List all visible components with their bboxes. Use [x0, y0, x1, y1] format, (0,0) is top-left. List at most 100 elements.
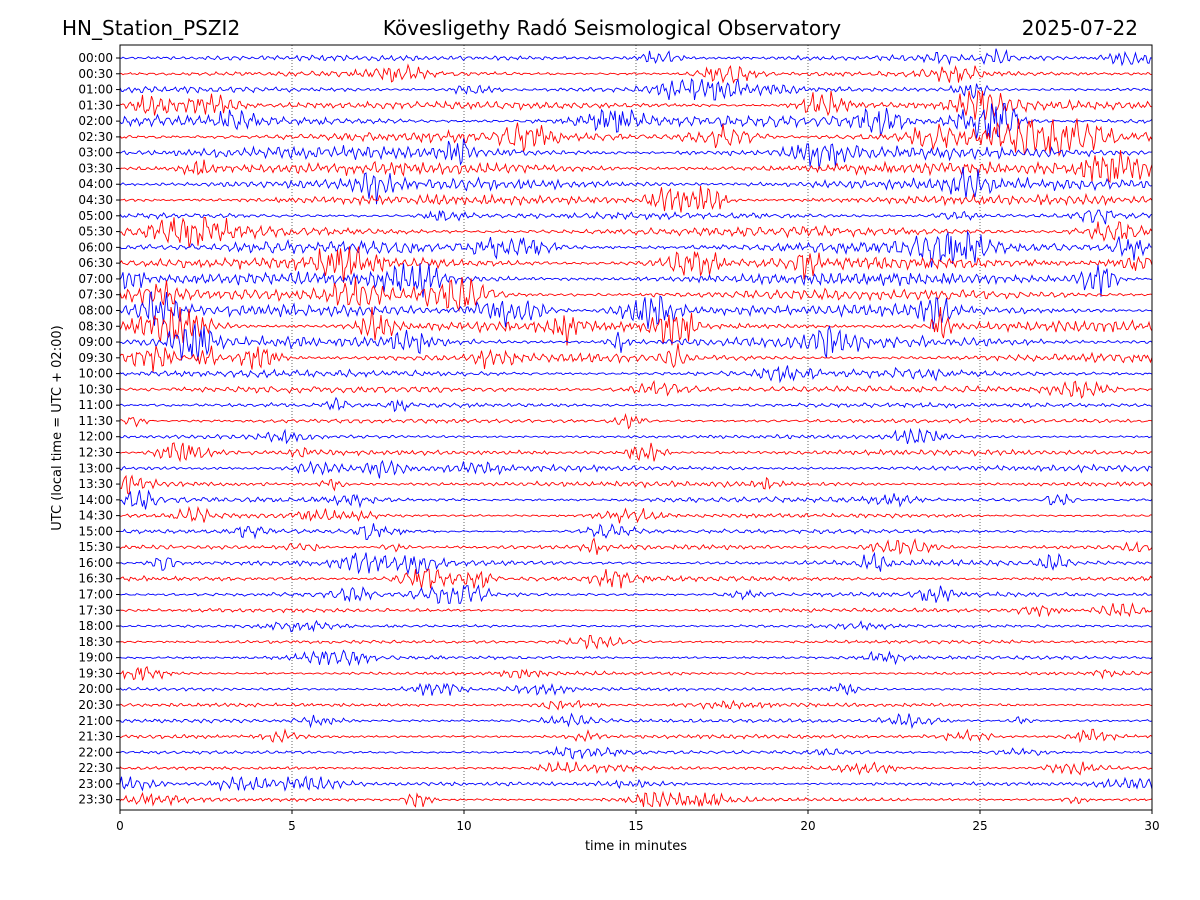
x-tick-label: 15	[628, 819, 643, 833]
trace-row-1700	[119, 584, 1153, 605]
y-tick-label: 02:30	[78, 130, 113, 144]
y-tick-label: 14:00	[78, 493, 113, 507]
trace-row-0200	[119, 103, 1153, 139]
y-tick-label: 16:30	[78, 572, 113, 586]
y-tick-label: 11:00	[78, 398, 113, 412]
y-tick-label: 10:00	[78, 367, 113, 381]
x-tick-label: 20	[800, 819, 815, 833]
trace-row-1830	[119, 635, 1153, 650]
trace-row-2330	[119, 790, 1153, 808]
chart-title: Kövesligethy Radó Seismological Observat…	[383, 16, 841, 40]
trace-row-2300	[119, 775, 1153, 792]
trace-row-2000	[119, 682, 1153, 696]
trace-row-2100	[119, 712, 1153, 730]
y-axis-label: UTC (local time = UTC + 02:00)	[50, 325, 65, 530]
trace-row-1030	[119, 380, 1153, 399]
seismic-traces	[119, 48, 1153, 808]
trace-row-1300	[119, 459, 1153, 479]
trace-row-0230	[119, 118, 1153, 157]
trace-row-0700	[119, 263, 1153, 298]
x-axis-label: time in minutes	[585, 839, 687, 854]
trace-row-1400	[119, 489, 1153, 510]
y-tick-label: 22:00	[78, 745, 113, 759]
y-tick-label: 05:00	[78, 209, 113, 223]
trace-row-0330	[119, 150, 1153, 184]
y-tick-label: 01:00	[78, 83, 113, 97]
trace-row-1500	[119, 523, 1153, 540]
trace-row-0430	[119, 185, 1153, 213]
trace-row-0530	[119, 216, 1153, 248]
trace-row-0730	[119, 277, 1153, 313]
x-tick-label: 5	[288, 819, 296, 833]
y-tick-label: 13:30	[78, 477, 113, 491]
y-tick-label: 20:30	[78, 698, 113, 712]
y-tick-label: 03:30	[78, 161, 113, 175]
trace-row-1000	[119, 365, 1153, 384]
trace-row-0630	[119, 246, 1153, 284]
x-tick-label: 25	[972, 819, 987, 833]
trace-row-0130	[119, 89, 1153, 120]
y-tick-label: 12:30	[78, 446, 113, 460]
y-tick-label: 17:00	[78, 588, 113, 602]
trace-row-1800	[119, 619, 1153, 633]
trace-row-0930	[119, 343, 1153, 373]
grid-lines	[291, 45, 981, 810]
trace-row-1100	[119, 396, 1153, 413]
trace-row-0830	[119, 306, 1153, 346]
y-tick-label: 00:30	[78, 67, 113, 81]
y-tick-label: 23:30	[78, 793, 113, 807]
trace-row-1930	[119, 665, 1153, 681]
trace-row-2200	[119, 745, 1153, 760]
date-label: 2025-07-22	[1022, 16, 1138, 40]
y-tick-label: 10:30	[78, 382, 113, 396]
y-tick-label: 19:00	[78, 651, 113, 665]
trace-row-1330	[119, 474, 1153, 496]
trace-row-0300	[119, 138, 1153, 170]
trace-row-1600	[119, 551, 1153, 576]
y-tick-label: 07:30	[78, 288, 113, 302]
trace-row-1430	[119, 505, 1153, 524]
y-tick-label: 04:00	[78, 177, 113, 191]
y-tick-label: 05:30	[78, 225, 113, 239]
trace-row-0900	[119, 323, 1153, 361]
y-tick-label: 09:30	[78, 351, 113, 365]
trace-row-0100	[119, 78, 1153, 101]
trace-row-0500	[119, 209, 1153, 225]
y-tick-label: 21:30	[78, 730, 113, 744]
x-tick-label: 0	[116, 819, 124, 833]
y-tick-label: 01:30	[78, 98, 113, 112]
y-tick-label: 16:00	[78, 556, 113, 570]
trace-row-1900	[119, 649, 1153, 667]
y-tick-label: 18:30	[78, 635, 113, 649]
trace-row-0030	[119, 63, 1153, 84]
y-tick-label: 11:30	[78, 414, 113, 428]
trace-row-1130	[119, 412, 1153, 430]
trace-row-0400	[119, 167, 1153, 205]
y-tick-label: 15:00	[78, 524, 113, 538]
trace-row-1230	[119, 442, 1153, 463]
y-tick-label: 21:00	[78, 714, 113, 728]
y-tick-label: 02:00	[78, 114, 113, 128]
trace-row-0800	[119, 291, 1153, 329]
trace-row-0600	[119, 230, 1153, 268]
y-tick-label: 07:00	[78, 272, 113, 286]
y-tick-label: 13:00	[78, 461, 113, 475]
trace-row-1730	[119, 602, 1153, 618]
y-tick-label: 22:30	[78, 761, 113, 775]
y-tick-label: 06:30	[78, 256, 113, 270]
y-tick-label: 12:00	[78, 430, 113, 444]
x-tick-label: 10	[456, 819, 471, 833]
y-tick-label: 03:00	[78, 146, 113, 160]
y-tick-label: 04:30	[78, 193, 113, 207]
y-tick-label: 15:30	[78, 540, 113, 554]
trace-row-2030	[119, 699, 1153, 711]
y-tick-label: 17:30	[78, 603, 113, 617]
station-label: HN_Station_PSZI2	[62, 16, 240, 40]
y-tick-label: 06:00	[78, 240, 113, 254]
y-tick-label: 08:30	[78, 319, 113, 333]
trace-row-2230	[119, 760, 1153, 776]
trace-row-1200	[119, 427, 1153, 445]
x-tick-label: 30	[1144, 819, 1159, 833]
